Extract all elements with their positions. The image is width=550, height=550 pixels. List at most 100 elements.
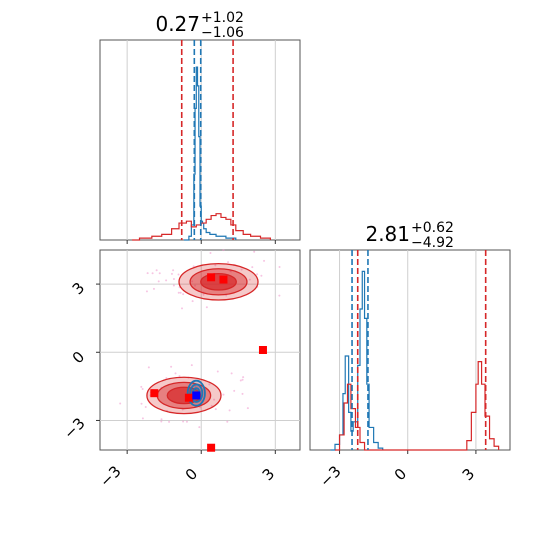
sample-point <box>260 274 263 277</box>
sample-point <box>191 280 194 283</box>
sample-point <box>233 389 236 392</box>
sample-point <box>198 426 201 429</box>
sample-point <box>158 272 161 275</box>
sample-point <box>230 372 233 375</box>
title-median: 2.81 <box>365 222 410 246</box>
sample-point <box>209 252 212 255</box>
sample-point <box>190 364 193 367</box>
sample-point <box>246 407 249 410</box>
square-marker <box>184 393 193 402</box>
sample-point <box>157 280 160 283</box>
sample-point <box>141 387 144 390</box>
y-tick-labels: 3 0 −3 <box>60 279 88 443</box>
sample-point <box>205 306 208 309</box>
sample-point <box>253 250 256 253</box>
title-upper-error: +0.62 <box>411 220 454 236</box>
square-marker <box>207 443 216 452</box>
contour-level <box>200 272 237 291</box>
histogram-series <box>330 270 500 451</box>
sample-point <box>152 287 155 290</box>
sample-point <box>199 406 202 409</box>
quantile-lines <box>180 40 234 240</box>
square-marker <box>207 273 216 282</box>
sample-point <box>151 272 154 275</box>
sample-point <box>230 270 233 273</box>
sample-point <box>165 279 168 282</box>
sample-point <box>228 409 231 412</box>
grid <box>339 250 477 454</box>
sample-point <box>177 291 180 294</box>
title-lower-error: −1.06 <box>201 25 244 41</box>
sample-point <box>239 379 242 382</box>
sample-point <box>240 268 243 271</box>
marginal-histogram-param-1: 0.27 +1.02 −1.06 <box>99 10 301 244</box>
sample-point <box>170 272 173 275</box>
sample-point <box>140 402 143 405</box>
sample-point <box>191 300 194 303</box>
sample-point <box>251 266 254 269</box>
title-lower-error: −4.92 <box>411 235 454 251</box>
sample-point <box>242 376 245 379</box>
x-tick-label: 0 <box>391 465 410 484</box>
square-marker <box>150 389 159 398</box>
sample-point <box>208 383 211 386</box>
square-marker <box>192 391 201 400</box>
sample-point <box>140 385 143 388</box>
sample-point <box>241 378 244 381</box>
joint-contour-panel: −3 0 3 3 0 −3 <box>60 249 301 491</box>
sample-point <box>172 277 175 280</box>
sample-point <box>141 417 144 420</box>
sample-point <box>222 393 225 396</box>
sample-point <box>145 290 148 293</box>
sample-point <box>248 278 251 281</box>
x-tick-label: −3 <box>96 462 124 490</box>
sample-point <box>172 269 175 272</box>
y-tick-label: 3 <box>69 279 88 298</box>
sample-point <box>226 420 229 423</box>
histogram-step-line <box>335 361 500 451</box>
sample-point <box>241 392 244 395</box>
sample-point <box>144 405 147 408</box>
sample-point <box>222 249 225 252</box>
sample-point <box>146 272 149 275</box>
histogram-step-line <box>330 270 384 451</box>
sample-point <box>181 307 184 310</box>
sample-point <box>214 264 217 267</box>
quantile-lines <box>351 250 487 450</box>
sample-point <box>160 418 163 421</box>
sample-point <box>182 293 185 296</box>
x-tick-labels: −3 0 3 <box>96 462 278 490</box>
markers <box>150 273 267 452</box>
sample-point <box>263 259 266 262</box>
sample-point <box>227 261 230 264</box>
sample-point <box>168 420 171 423</box>
histogram-step-line <box>132 213 271 241</box>
x-tick-label: 3 <box>459 465 478 484</box>
title-upper-error: +1.02 <box>201 10 244 26</box>
sample-point <box>214 408 217 411</box>
sample-point <box>185 420 188 423</box>
sample-point <box>155 269 158 272</box>
sample-point <box>256 273 259 276</box>
sample-point <box>174 372 177 375</box>
square-marker <box>219 275 228 284</box>
sample-point <box>210 404 213 407</box>
sample-point <box>182 420 185 423</box>
sample-point <box>147 366 150 369</box>
x-tick-labels: −3 0 3 <box>316 462 478 490</box>
y-tick-label: 0 <box>69 348 88 367</box>
x-tick-label: −3 <box>316 462 344 490</box>
sample-point <box>213 398 216 401</box>
sample-point <box>160 420 163 423</box>
sample-point <box>170 365 173 368</box>
sample-point <box>119 402 122 405</box>
sample-point <box>278 266 281 269</box>
x-tick-label: 3 <box>259 465 278 484</box>
sample-point <box>278 294 281 297</box>
title-median: 0.27 <box>155 12 200 36</box>
square-marker <box>258 346 267 354</box>
sample-point <box>178 375 181 378</box>
sample-point <box>202 293 205 296</box>
y-tick-label: −3 <box>60 414 88 442</box>
